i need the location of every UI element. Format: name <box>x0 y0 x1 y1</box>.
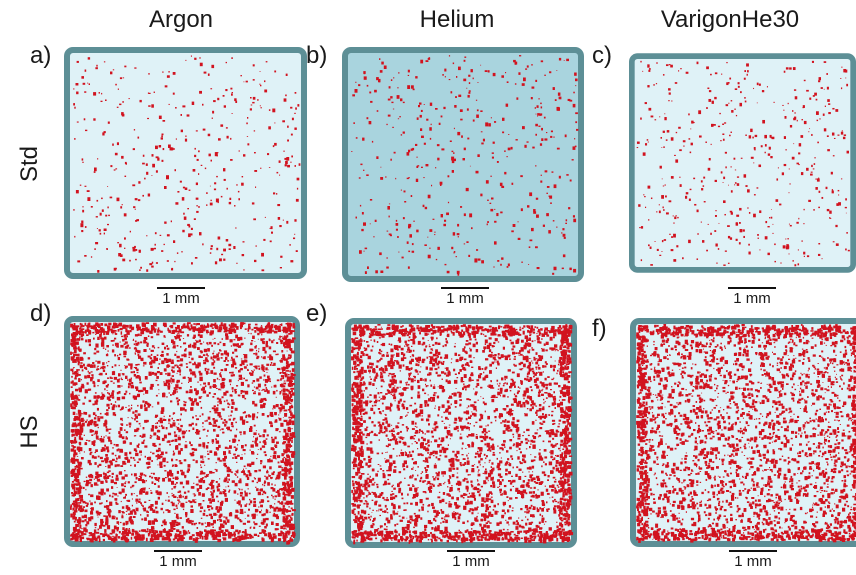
specimen-varigonhe30-std-svg <box>629 53 856 273</box>
defect-cluster <box>351 55 579 276</box>
scale-bar-label: 1 mm <box>162 289 200 307</box>
specimen-image-varigonhe30-hs <box>630 318 856 547</box>
scale-bar-line <box>154 550 202 552</box>
panel-label-b: b) <box>306 42 328 69</box>
scale-bar-d: 1 mm <box>148 550 208 570</box>
specimen-varigonhe30-hs-svg <box>630 318 856 547</box>
scale-bar-label: 1 mm <box>452 552 490 570</box>
defect-cluster <box>636 60 850 267</box>
specimen-frame <box>629 53 856 273</box>
defect-cluster <box>636 324 856 543</box>
row-title-hs: HS <box>16 415 43 449</box>
specimen-image-varigonhe30-std <box>629 47 856 279</box>
defect-cluster <box>73 55 301 273</box>
panel-label-c: c) <box>592 42 612 69</box>
specimen-image-argon-std <box>64 47 307 279</box>
specimen-argon-std-svg <box>64 47 307 279</box>
panel-label-f: f) <box>592 315 607 342</box>
scale-bar-line <box>441 287 489 289</box>
column-title-argon: Argon <box>148 6 214 33</box>
scale-bar-label: 1 mm <box>446 289 484 307</box>
defect-cluster <box>70 322 296 545</box>
scale-bar-a: 1 mm <box>151 287 211 307</box>
specimen-image-helium-hs <box>345 318 577 548</box>
scale-bar-c: 1 mm <box>722 287 782 307</box>
specimen-frame <box>64 47 307 279</box>
panel-label-e: e) <box>306 300 328 327</box>
row-title-std: Std <box>16 145 43 183</box>
specimen-image-helium-std <box>342 47 584 282</box>
specimen-helium-hs-svg <box>345 318 577 548</box>
specimen-frame <box>342 47 584 282</box>
column-title-helium: Helium <box>419 6 495 33</box>
specimen-image-argon-hs <box>64 316 300 547</box>
scale-bar-line <box>157 287 205 289</box>
scale-bar-label: 1 mm <box>733 289 771 307</box>
specimen-argon-hs-svg <box>64 316 300 547</box>
scale-bar-label: 1 mm <box>734 552 772 570</box>
scale-bar-f: 1 mm <box>723 550 783 570</box>
defect-cluster <box>351 324 574 545</box>
column-title-varigonhe30: VarigonHe30 <box>660 6 800 33</box>
specimen-helium-std-svg <box>342 47 584 282</box>
panel-label-a: a) <box>30 42 52 69</box>
scale-bar-e: 1 mm <box>441 550 501 570</box>
scale-bar-line <box>728 287 776 289</box>
scale-bar-b: 1 mm <box>435 287 495 307</box>
panel-label-d: d) <box>30 300 52 327</box>
scale-bar-line <box>729 550 777 552</box>
scale-bar-label: 1 mm <box>159 552 197 570</box>
scale-bar-line <box>447 550 495 552</box>
